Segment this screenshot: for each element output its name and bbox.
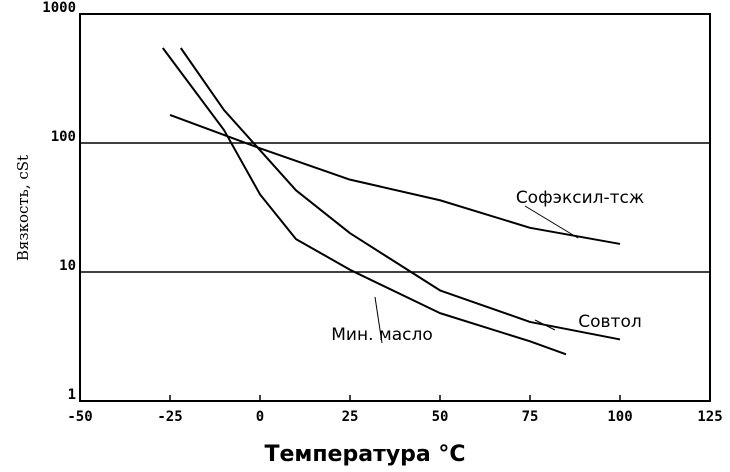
x-axis-label: Температура °C	[264, 442, 465, 467]
series-label: Софэксил-тсж	[516, 188, 644, 208]
label-leader	[534, 319, 556, 331]
series-line	[169, 114, 621, 245]
y-tick-label: 100	[51, 129, 76, 145]
y-axis-label: Вязкость, cSt	[14, 155, 32, 261]
label-leader	[524, 205, 579, 239]
x-tick-label: 50	[432, 409, 449, 425]
plot-frame	[79, 13, 711, 402]
x-tick-label: -25	[157, 409, 182, 425]
x-tick-label: 125	[697, 409, 722, 425]
x-tick-label: 0	[256, 409, 264, 425]
x-tick-label: -50	[67, 409, 92, 425]
label-leader	[374, 296, 383, 344]
series-label: Мин. масло	[331, 325, 433, 345]
x-tick-label: 25	[342, 409, 359, 425]
x-tick-label: 75	[522, 409, 539, 425]
series-label: Совтол	[578, 312, 641, 332]
x-tick-label: 100	[607, 409, 632, 425]
series-line	[161, 47, 567, 356]
y-tick-label: 10	[59, 258, 76, 274]
y-tick-label: 1	[68, 387, 76, 403]
series-line	[179, 47, 621, 341]
y-tick-label: 1000	[42, 0, 76, 16]
